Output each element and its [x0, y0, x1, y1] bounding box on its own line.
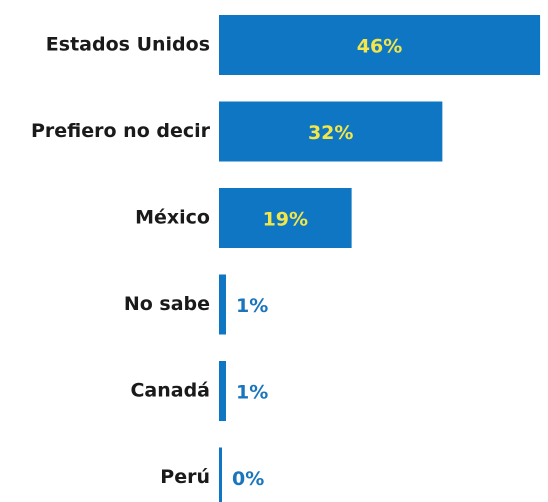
bar [219, 274, 226, 335]
value-label: 1% [236, 295, 268, 317]
value-label: 32% [308, 122, 353, 144]
bar [219, 361, 226, 421]
value-label: 0% [232, 468, 264, 490]
value-label: 1% [236, 382, 268, 404]
category-label: No sabe [124, 293, 210, 315]
bar [219, 15, 541, 75]
category-label: Canadá [130, 380, 210, 402]
value-label: 46% [357, 36, 402, 58]
bar [219, 447, 222, 502]
value-label: 19% [263, 209, 308, 231]
category-label: Estados Unidos [46, 34, 210, 56]
category-label: México [135, 207, 210, 229]
category-label: Perú [160, 466, 210, 488]
bar [219, 101, 443, 162]
bar [219, 188, 352, 248]
category-label: Prefiero no decir [31, 120, 211, 142]
